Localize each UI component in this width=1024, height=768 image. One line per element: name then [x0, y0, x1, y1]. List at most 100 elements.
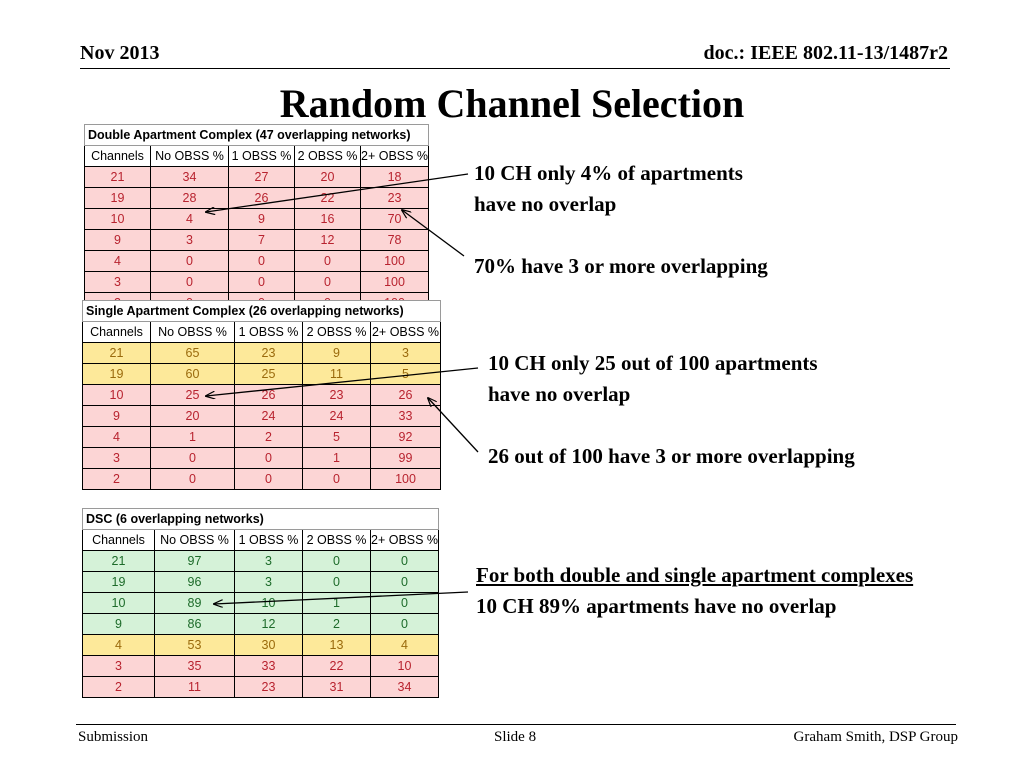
column-header: 2 OBSS %	[302, 529, 371, 551]
single-apartment-table: Single Apartment Complex (26 overlapping…	[81, 300, 442, 490]
table-cell: 65	[150, 342, 235, 364]
table-caption: Double Apartment Complex (47 overlapping…	[83, 124, 430, 146]
table-row: 21 65 23 9 3	[82, 342, 442, 364]
table-cell: 2	[234, 426, 303, 448]
table-header-row: Channels No OBSS % 1 OBSS % 2 OBSS % 2+ OBSS…	[84, 145, 430, 167]
table-cell: 20	[150, 405, 235, 427]
table-cell: 26	[228, 187, 295, 209]
footer-divider	[76, 724, 956, 725]
column-header: Channels	[84, 145, 151, 167]
table-cell: 9	[82, 405, 151, 427]
table-row: 4 1 2 5 92	[82, 426, 442, 448]
table-cell: 0	[302, 550, 371, 572]
arrow-to-double-no-obss	[206, 173, 469, 212]
table-row: 19 28 26 22 23	[84, 187, 430, 209]
table-cell: 31	[302, 676, 371, 698]
table-cell: 35	[154, 655, 235, 677]
note-line: 70% have 3 or more overlapping	[474, 254, 768, 278]
table-cell: 5	[302, 426, 371, 448]
note-line: 26 out of 100 have 3 or more overlapping	[488, 444, 855, 468]
table-cell: 1	[150, 426, 235, 448]
table-row: 4 0 0 0 100	[84, 250, 430, 272]
table-caption: DSC (6 overlapping networks)	[81, 508, 440, 530]
table-cell: 9	[302, 342, 371, 364]
arrow-to-dsc-no-obss	[214, 591, 469, 604]
arrow-to-double-2plus	[402, 210, 465, 257]
table-cell: 4	[84, 250, 151, 272]
table-cell: 23	[234, 342, 303, 364]
table-cell: 26	[369, 384, 442, 406]
table-caption-row: DSC (6 overlapping networks)	[81, 508, 440, 530]
table-row: 9 86 12 2 0	[82, 613, 440, 635]
table-row: 21 97 3 0 0	[82, 550, 440, 572]
note-single-no-overlap: 10 CH only 25 out of 100 apartments have…	[488, 348, 818, 410]
table-cell: 0	[369, 592, 440, 614]
table-cell: 0	[150, 468, 235, 490]
dsc-table: DSC (6 overlapping networks) Channels No O…	[81, 508, 440, 698]
table-cell: 19	[82, 571, 155, 593]
table-cell: 0	[294, 271, 361, 293]
note-line: 10 CH 89% apartments have no overlap	[476, 594, 837, 618]
note-line: 10 CH only 25 out of 100 apartments	[488, 351, 818, 375]
table-cell: 21	[82, 342, 151, 364]
table-cell: 3	[150, 229, 229, 251]
column-header: 2+ OBSS %	[369, 321, 442, 343]
table-cell: 2	[302, 613, 371, 635]
column-header: 1 OBSS %	[228, 145, 295, 167]
table-caption: Single Apartment Complex (26 overlapping…	[81, 300, 442, 322]
table-cell: 28	[150, 187, 229, 209]
table-row: 19 96 3 0 0	[82, 571, 440, 593]
table-cell: 10	[82, 592, 155, 614]
column-header: Channels	[82, 529, 155, 551]
note-double-overlapping: 70% have 3 or more overlapping	[474, 251, 768, 282]
table-cell: 20	[294, 166, 361, 188]
table-row: 4 53 30 13 4	[82, 634, 440, 656]
note-line: have no overlap	[488, 382, 631, 406]
table-cell: 4	[82, 634, 155, 656]
header-doc-id: doc.: IEEE 802.11-13/1487r2	[703, 42, 948, 64]
table-cell: 30	[234, 634, 303, 656]
table-row: 9 20 24 24 33	[82, 405, 442, 427]
table-cell: 21	[82, 550, 155, 572]
table-cell: 0	[150, 250, 229, 272]
note-line-underlined: For both double and single apartment com…	[476, 563, 914, 587]
arrow-to-single-no-obss	[206, 367, 479, 396]
table-cell: 9	[228, 208, 295, 230]
table-cell: 0	[228, 271, 295, 293]
note-dsc-summary: For both double and single apartment com…	[476, 560, 913, 622]
table-cell: 0	[369, 571, 440, 593]
header-date: Nov 2013	[80, 42, 160, 64]
table-cell: 0	[302, 468, 371, 490]
column-header: 2+ OBSS %	[369, 529, 440, 551]
table-cell: 3	[84, 271, 151, 293]
table-cell: 34	[150, 166, 229, 188]
table-header-row: Channels No OBSS % 1 OBSS % 2 OBSS % 2+ OBSS…	[82, 529, 440, 551]
note-line: 10 CH only 4% of apartments	[474, 161, 743, 185]
table-cell: 2	[82, 468, 151, 490]
table-cell: 10	[369, 655, 440, 677]
table-cell: 0	[234, 468, 303, 490]
arrow-to-single-2plus	[428, 398, 479, 453]
note-line: have no overlap	[474, 192, 617, 216]
table-cell: 24	[234, 405, 303, 427]
table-cell: 22	[302, 655, 371, 677]
table-row: 2 11 23 31 34	[82, 676, 440, 698]
table-header-row: Channels No OBSS % 1 OBSS % 2 OBSS % 2+ OBSS…	[82, 321, 442, 343]
column-header: 2 OBSS %	[294, 145, 361, 167]
note-double-no-overlap: 10 CH only 4% of apartments have no over…	[474, 158, 743, 220]
table-cell: 0	[369, 613, 440, 635]
table-cell: 2	[82, 676, 155, 698]
table-cell: 23	[302, 384, 371, 406]
table-cell: 19	[84, 187, 151, 209]
table-cell: 34	[369, 676, 440, 698]
header-divider	[80, 68, 950, 69]
table-cell: 0	[302, 571, 371, 593]
slide-title: Random Channel Selection	[279, 81, 745, 126]
table-cell: 100	[359, 250, 430, 272]
table-cell: 92	[369, 426, 442, 448]
table-cell: 5	[369, 363, 442, 385]
table-cell: 23	[234, 676, 303, 698]
table-cell: 33	[234, 655, 303, 677]
column-header: 2 OBSS %	[302, 321, 371, 343]
